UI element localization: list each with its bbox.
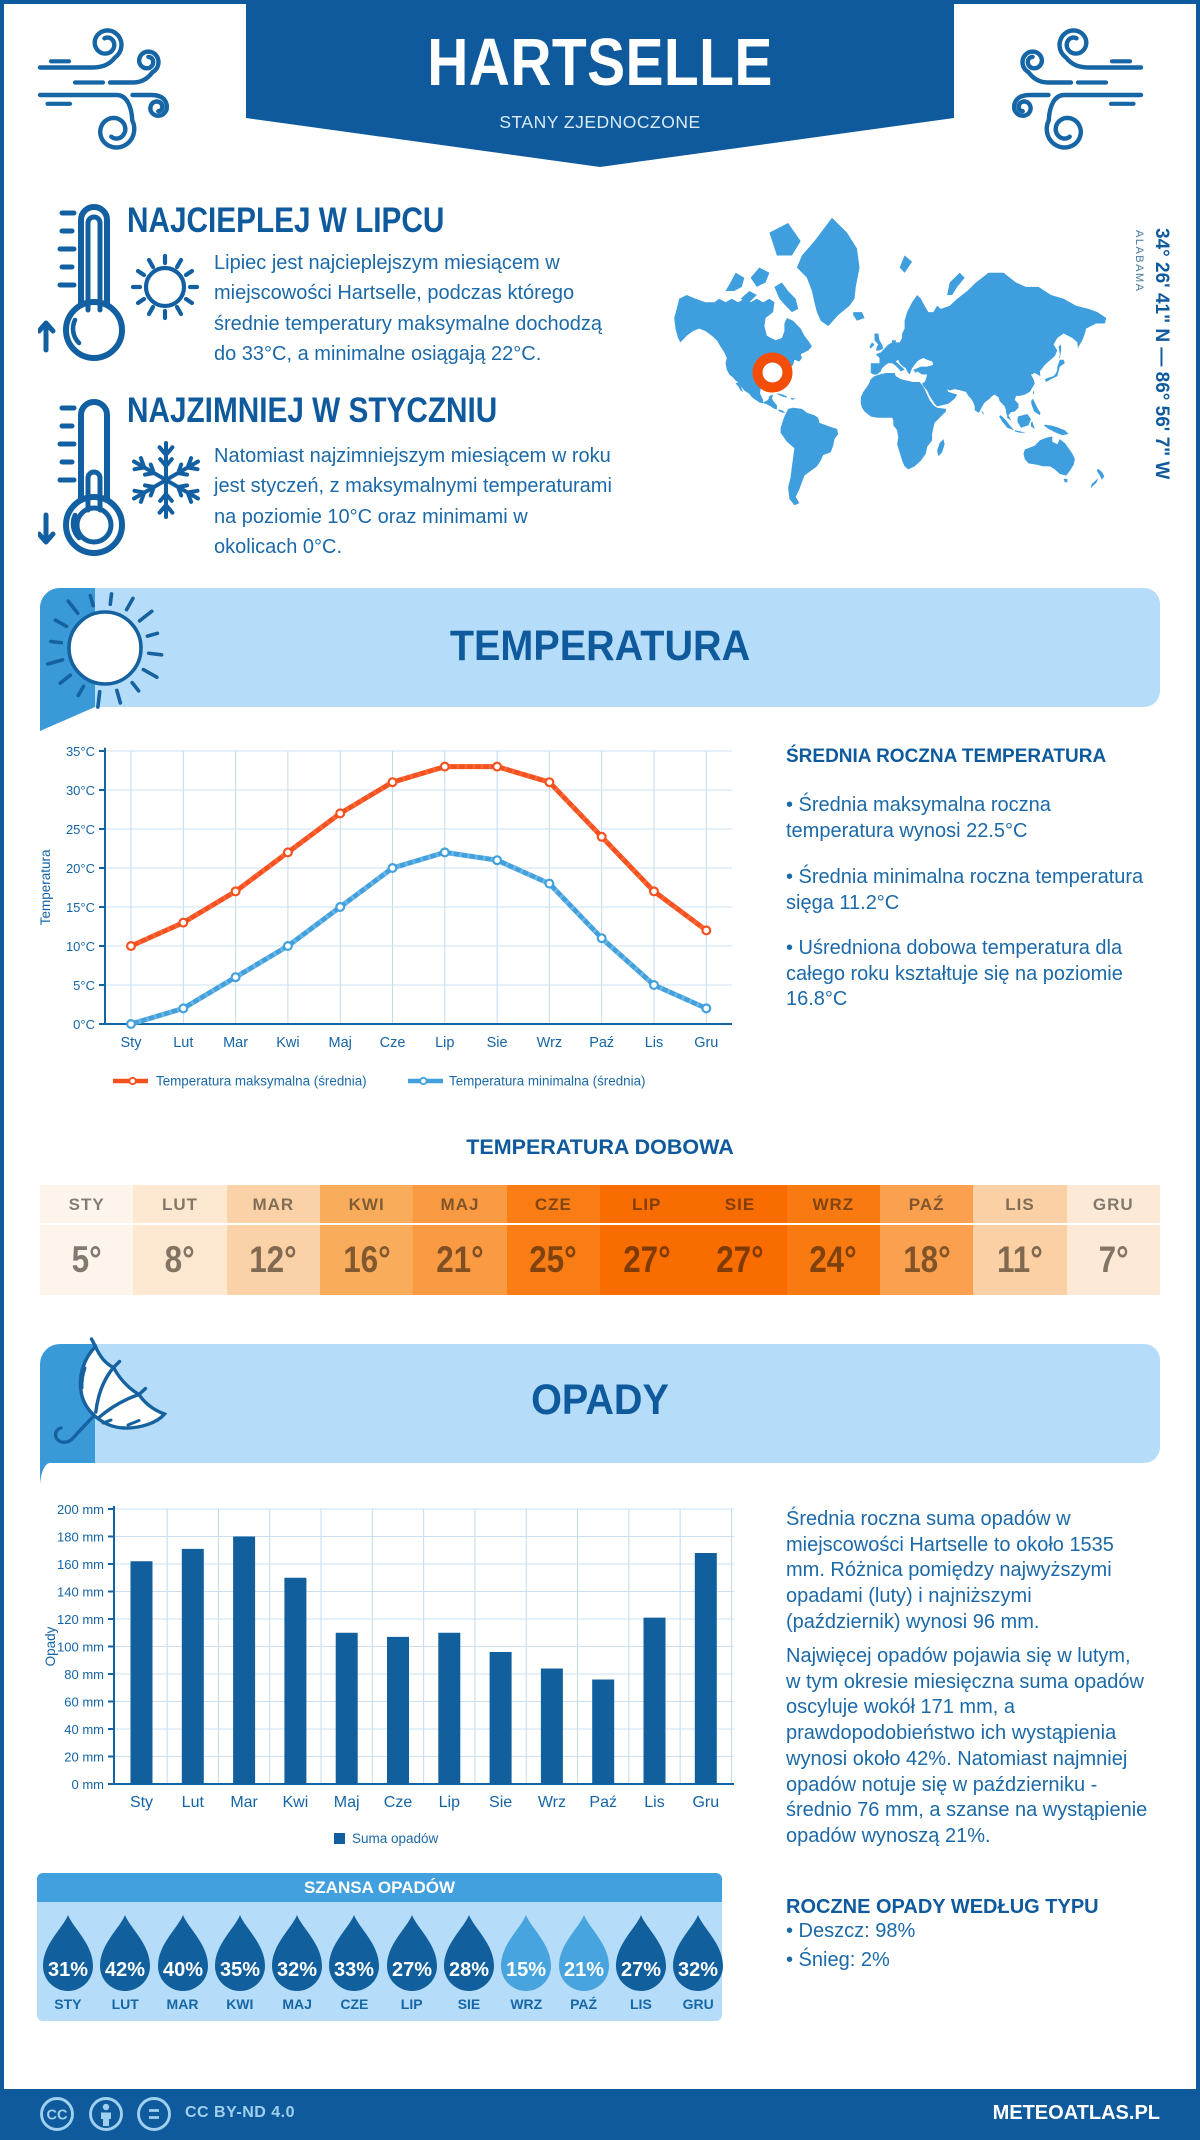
svg-text:160 mm: 160 mm bbox=[57, 1557, 104, 1572]
svg-text:25°C: 25°C bbox=[66, 822, 95, 837]
svg-text:Maj: Maj bbox=[329, 1035, 352, 1051]
svg-text:80 mm: 80 mm bbox=[64, 1667, 104, 1682]
svg-text:10°C: 10°C bbox=[66, 939, 95, 954]
svg-text:Sty: Sty bbox=[121, 1035, 143, 1051]
svg-text:Sie: Sie bbox=[489, 1794, 512, 1811]
svg-text:27%: 27% bbox=[392, 1959, 432, 1981]
svg-text:32%: 32% bbox=[678, 1959, 718, 1981]
svg-text:Kwi: Kwi bbox=[276, 1035, 299, 1051]
svg-text:Gru: Gru bbox=[692, 1794, 719, 1811]
svg-text:Temperatura: Temperatura bbox=[38, 849, 53, 925]
svg-text:32%: 32% bbox=[277, 1959, 317, 1981]
svg-text:Mar: Mar bbox=[223, 1035, 248, 1051]
svg-text:20 mm: 20 mm bbox=[64, 1750, 104, 1765]
svg-text:60 mm: 60 mm bbox=[64, 1695, 104, 1710]
svg-text:Suma opadów: Suma opadów bbox=[352, 1831, 439, 1846]
svg-text:Sty: Sty bbox=[130, 1794, 153, 1811]
svg-text:Kwi: Kwi bbox=[283, 1794, 309, 1811]
svg-text:Temperatura minimalna (średnia: Temperatura minimalna (średnia) bbox=[449, 1074, 645, 1089]
svg-text:Mar: Mar bbox=[230, 1794, 258, 1811]
svg-text:Lut: Lut bbox=[182, 1794, 205, 1811]
svg-text:31%: 31% bbox=[48, 1959, 88, 1981]
svg-text:Lip: Lip bbox=[439, 1794, 460, 1811]
svg-text:Wrz: Wrz bbox=[537, 1035, 563, 1051]
svg-text:40 mm: 40 mm bbox=[64, 1722, 104, 1737]
svg-text:Sie: Sie bbox=[487, 1035, 508, 1051]
svg-text:28%: 28% bbox=[449, 1959, 489, 1981]
svg-text:Cze: Cze bbox=[380, 1035, 406, 1051]
svg-text:Cze: Cze bbox=[384, 1794, 413, 1811]
svg-text:120 mm: 120 mm bbox=[57, 1612, 104, 1627]
svg-text:180 mm: 180 mm bbox=[57, 1530, 104, 1545]
svg-text:Gru: Gru bbox=[694, 1035, 718, 1051]
svg-text:33%: 33% bbox=[334, 1959, 374, 1981]
svg-text:Lip: Lip bbox=[435, 1035, 454, 1051]
svg-text:Opady: Opady bbox=[43, 1626, 58, 1666]
svg-text:Lis: Lis bbox=[645, 1035, 664, 1051]
svg-text:35%: 35% bbox=[220, 1959, 260, 1981]
svg-text:Maj: Maj bbox=[334, 1794, 360, 1811]
svg-text:40%: 40% bbox=[162, 1959, 202, 1981]
svg-text:200 mm: 200 mm bbox=[57, 1502, 104, 1517]
svg-text:42%: 42% bbox=[105, 1959, 145, 1981]
svg-text:35°C: 35°C bbox=[66, 744, 95, 759]
svg-text:Paź: Paź bbox=[589, 1794, 617, 1811]
svg-text:15%: 15% bbox=[506, 1959, 546, 1981]
svg-text:CC: CC bbox=[47, 2108, 68, 2124]
svg-text:100 mm: 100 mm bbox=[57, 1640, 104, 1655]
svg-text:15°C: 15°C bbox=[66, 900, 95, 915]
svg-text:Lis: Lis bbox=[644, 1794, 664, 1811]
svg-text:0 mm: 0 mm bbox=[72, 1777, 105, 1792]
svg-text:Wrz: Wrz bbox=[538, 1794, 566, 1811]
svg-text:0°C: 0°C bbox=[73, 1017, 95, 1032]
svg-text:Temperatura maksymalna (średni: Temperatura maksymalna (średnia) bbox=[156, 1074, 367, 1089]
svg-text:20°C: 20°C bbox=[66, 861, 95, 876]
svg-text:5°C: 5°C bbox=[73, 978, 95, 993]
svg-text:Paź: Paź bbox=[589, 1035, 614, 1051]
svg-text:27%: 27% bbox=[621, 1959, 661, 1981]
svg-text:21%: 21% bbox=[564, 1959, 604, 1981]
svg-text:Lut: Lut bbox=[173, 1035, 193, 1051]
svg-text:30°C: 30°C bbox=[66, 783, 95, 798]
svg-text:140 mm: 140 mm bbox=[57, 1585, 104, 1600]
